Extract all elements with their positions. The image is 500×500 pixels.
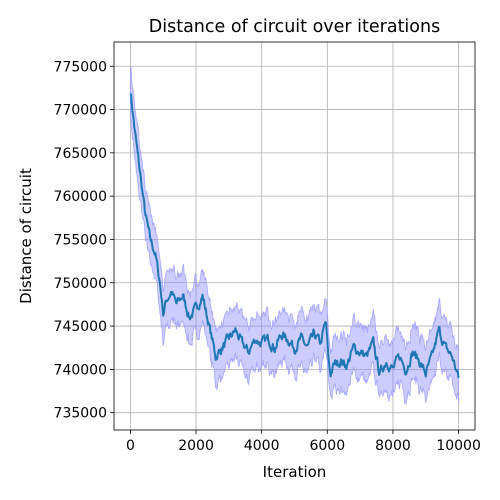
y-tick-label: 770000 [54,103,107,119]
x-tick-label: 10000 [436,438,481,454]
plot-frame [113,41,476,431]
x-axis-ticks: 0 2000 4000 6000 8000 10000 [126,430,481,454]
series-line [129,93,460,379]
y-tick-label: 750000 [54,276,107,292]
uncertainty-band [129,65,460,405]
y-axis-ticks: 735000 740000 745000 750000 755000 760000 7650… [54,59,114,422]
series-band [129,65,460,405]
y-axis-title: Distance of circuit [17,168,35,304]
y-tick-label: 740000 [54,362,107,378]
chart-title: Distance of circuit over iterations [149,17,440,37]
x-axis-title: Iteration [263,463,327,481]
x-tick-label: 2000 [178,438,214,454]
x-tick-label: 6000 [309,438,345,454]
x-tick-label: 8000 [375,438,411,454]
y-tick-label: 765000 [54,146,107,162]
x-tick-label: 0 [126,438,135,454]
grid-lines [114,42,475,430]
y-tick-label: 775000 [54,59,107,75]
series-lines [129,93,460,379]
y-tick-label: 745000 [54,319,107,335]
y-tick-label: 760000 [54,189,107,205]
y-tick-label: 755000 [54,232,107,248]
y-tick-label: 735000 [54,406,107,422]
x-tick-label: 4000 [244,438,280,454]
